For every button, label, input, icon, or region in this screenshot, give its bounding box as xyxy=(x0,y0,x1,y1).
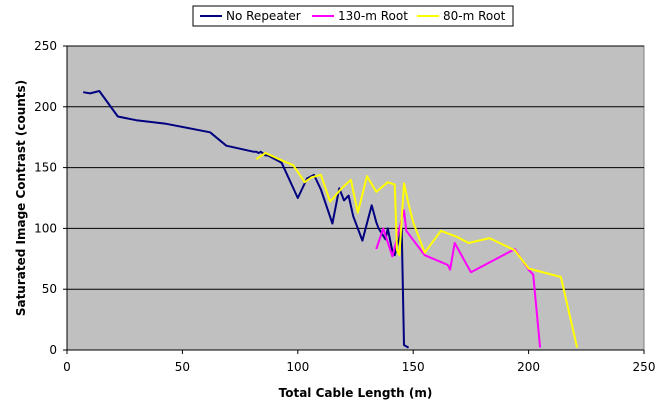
tick-labels: 0 50 100 150 200 250 0 50 100 150 200 250 xyxy=(34,39,655,374)
x-tick-label: 50 xyxy=(175,360,190,374)
legend-label-130-m-root: 130-m Root xyxy=(338,9,408,23)
x-tick-label: 0 xyxy=(63,360,71,374)
legend-box xyxy=(192,5,514,27)
series-line-80-m-root xyxy=(255,152,579,348)
legend: No Repeater 130-m Root 80-m Root xyxy=(192,5,514,27)
x-tick-label: 100 xyxy=(286,360,309,374)
gridlines xyxy=(67,45,644,290)
series-layer xyxy=(83,90,579,349)
x-tick-label: 250 xyxy=(633,360,656,374)
x-tick-label: 200 xyxy=(517,360,540,374)
axes xyxy=(66,46,644,351)
legend-label-80-m-root: 80-m Root xyxy=(443,9,506,23)
y-tick-label: 0 xyxy=(49,343,57,357)
y-tick-label: 200 xyxy=(34,100,57,114)
x-tick-label: 150 xyxy=(402,360,425,374)
x-axis-title: Total Cable Length (m) xyxy=(279,386,433,400)
y-tick-label: 100 xyxy=(34,221,57,235)
y-tick-label: 150 xyxy=(34,161,57,175)
y-tick-label: 250 xyxy=(34,39,57,53)
y-tick-label: 50 xyxy=(42,282,57,296)
y-axis-title: Saturated Image Contrast (counts) xyxy=(14,80,28,316)
legend-label-no-repeater: No Repeater xyxy=(226,9,301,23)
